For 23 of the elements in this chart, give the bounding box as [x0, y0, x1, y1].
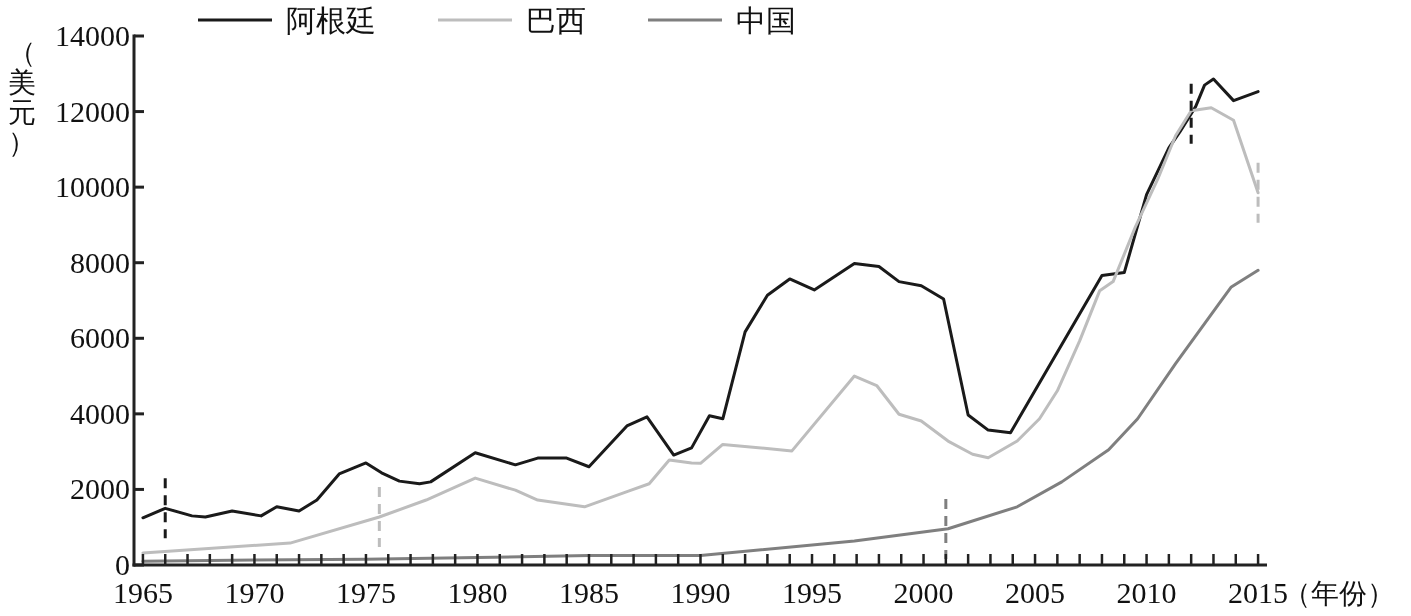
y-tick-label: 14000 — [55, 19, 130, 52]
x-tick-label: 1985 — [558, 576, 619, 609]
x-tick-label: 1970 — [224, 576, 285, 609]
legend-label: 阿根廷 — [286, 4, 376, 37]
legend-阿根廷: 阿根廷 — [198, 4, 376, 37]
x-tick-label: 1975 — [335, 576, 396, 609]
y-tick-label: 4000 — [70, 396, 130, 430]
x-tick-label: 1990 — [670, 576, 731, 609]
x-tick-label: 1980 — [447, 576, 508, 609]
x-tick-label: 2000 — [893, 576, 954, 609]
y-tick-label: 12000 — [55, 94, 130, 128]
x-tick-label: 1995 — [782, 576, 843, 609]
legend-label: 中国 — [736, 4, 796, 37]
y-tick-label: 8000 — [70, 245, 130, 279]
legend-中国: 中国 — [648, 4, 796, 37]
y-axis-title: （美元） — [8, 37, 36, 158]
y-tick-label: 2000 — [70, 472, 130, 506]
legend-label: 巴西 — [526, 4, 586, 37]
legend-巴西: 巴西 — [438, 4, 586, 37]
y-tick-label: 6000 — [70, 321, 130, 355]
x-tick-label: 2010 — [1116, 576, 1177, 609]
y-tick-label: 10000 — [55, 170, 130, 204]
x-tick-label: 2005 — [1005, 576, 1066, 609]
